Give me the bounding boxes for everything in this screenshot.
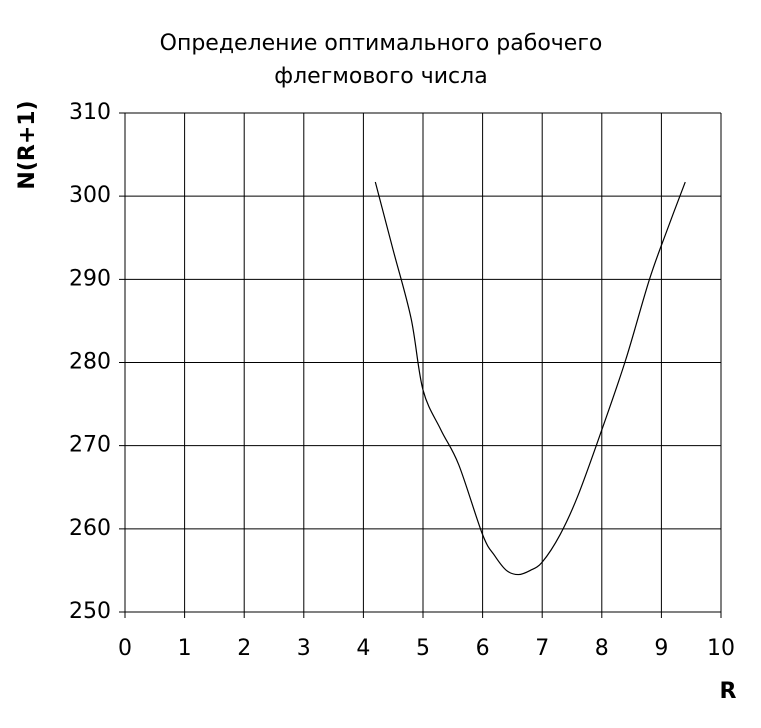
x-tick-label: 9	[654, 636, 668, 661]
x-tick-label: 3	[297, 636, 311, 661]
x-axis-label: R	[720, 679, 737, 704]
x-tick-label: 7	[535, 636, 549, 661]
y-tick-label: 270	[69, 433, 111, 458]
y-tick-label: 290	[69, 266, 111, 291]
y-axis-label: N(R+1)	[15, 100, 40, 189]
x-tick-label: 6	[476, 636, 490, 661]
y-tick-label: 310	[69, 100, 111, 125]
x-tick-label: 1	[178, 636, 192, 661]
y-tick-label: 280	[69, 350, 111, 375]
x-tick-label: 5	[416, 636, 430, 661]
x-tick-label: 4	[356, 636, 370, 661]
chart-title: Определение оптимального рабочего	[160, 31, 603, 56]
y-tick-label: 260	[69, 516, 111, 541]
x-tick-label: 2	[237, 636, 251, 661]
x-tick-label: 8	[595, 636, 609, 661]
y-tick-label: 300	[69, 183, 111, 208]
x-tick-label: 0	[118, 636, 132, 661]
x-tick-label: 10	[707, 636, 735, 661]
data-line	[374, 181, 686, 576]
chart-title: флегмового числа	[274, 64, 487, 89]
y-tick-label: 250	[69, 599, 111, 624]
